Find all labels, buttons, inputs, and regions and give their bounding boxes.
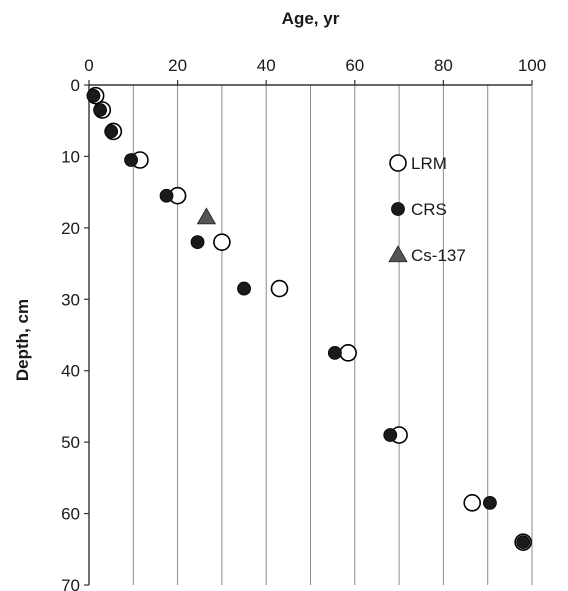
- data-point: [197, 208, 215, 224]
- data-point: [328, 346, 341, 359]
- legend-marker: [392, 203, 405, 216]
- y-tick-label: 50: [61, 433, 80, 452]
- data-point: [87, 89, 100, 102]
- data-point: [238, 282, 251, 295]
- legend-marker: [390, 155, 406, 171]
- data-point: [340, 345, 356, 361]
- x-tick-label: 0: [84, 56, 93, 75]
- x-tick-label: 20: [168, 56, 187, 75]
- y-tick-label: 40: [61, 362, 80, 381]
- series-crs: [87, 89, 530, 548]
- legend-marker: [389, 246, 407, 262]
- y-tick-label: 20: [61, 219, 80, 238]
- data-point: [271, 281, 287, 297]
- data-point: [160, 189, 173, 202]
- data-point: [125, 154, 138, 167]
- series-cs-137: [197, 208, 215, 224]
- y-tick-label: 10: [61, 147, 80, 166]
- data-point: [464, 495, 480, 511]
- legend-label: LRM: [411, 154, 447, 173]
- x-axis-title: Age, yr: [282, 9, 340, 28]
- legend: LRM CRS Cs-137: [389, 154, 466, 265]
- series-lrm: [88, 88, 531, 550]
- data-point: [483, 496, 496, 509]
- data-point: [517, 536, 530, 549]
- x-tick-label: 100: [518, 56, 546, 75]
- x-tick-label: 80: [434, 56, 453, 75]
- y-tick-label: 30: [61, 290, 80, 309]
- data-point: [214, 234, 230, 250]
- y-tick-label: 0: [71, 76, 80, 95]
- data-point: [105, 125, 118, 138]
- data-point: [191, 236, 204, 249]
- data-point: [94, 104, 107, 117]
- legend-label: Cs-137: [411, 246, 466, 265]
- data-points: [87, 88, 531, 550]
- y-tick-label: 70: [61, 576, 80, 591]
- legend-label: CRS: [411, 200, 447, 219]
- x-tick-label: 60: [345, 56, 364, 75]
- x-tick-label: 40: [257, 56, 276, 75]
- y-axis-title: Depth, cm: [13, 299, 32, 381]
- y-tick-label: 60: [61, 505, 80, 524]
- axes: [84, 80, 532, 585]
- data-point: [384, 429, 397, 442]
